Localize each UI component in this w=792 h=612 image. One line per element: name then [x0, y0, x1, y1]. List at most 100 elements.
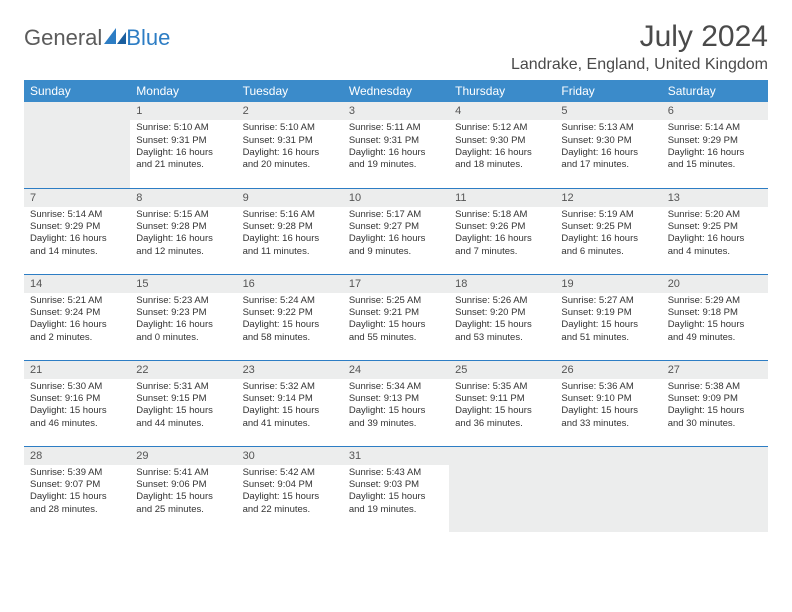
daylight-text: Daylight: 16 hours and 2 minutes. [30, 319, 124, 344]
daylight-text: Daylight: 16 hours and 21 minutes. [136, 147, 230, 172]
day-number: 13 [662, 189, 768, 207]
sunset-text: Sunset: 9:31 PM [243, 135, 337, 147]
sunrise-text: Sunrise: 5:21 AM [30, 295, 124, 307]
sunrise-text: Sunrise: 5:10 AM [243, 122, 337, 134]
sunset-text: Sunset: 9:26 PM [455, 221, 549, 233]
daylight-text: Daylight: 15 hours and 33 minutes. [561, 405, 655, 430]
daylight-text: Daylight: 15 hours and 19 minutes. [349, 491, 443, 516]
sunrise-text: Sunrise: 5:38 AM [668, 381, 762, 393]
calendar-day-cell: 14Sunrise: 5:21 AMSunset: 9:24 PMDayligh… [24, 274, 130, 360]
sunset-text: Sunset: 9:10 PM [561, 393, 655, 405]
sunset-text: Sunset: 9:22 PM [243, 307, 337, 319]
calendar-day-cell: 16Sunrise: 5:24 AMSunset: 9:22 PMDayligh… [237, 274, 343, 360]
calendar-body: 1Sunrise: 5:10 AMSunset: 9:31 PMDaylight… [24, 102, 768, 532]
sunrise-text: Sunrise: 5:27 AM [561, 295, 655, 307]
weekday-header: Friday [555, 80, 661, 102]
sunset-text: Sunset: 9:29 PM [30, 221, 124, 233]
calendar-day-cell: 24Sunrise: 5:34 AMSunset: 9:13 PMDayligh… [343, 360, 449, 446]
sunrise-text: Sunrise: 5:19 AM [561, 209, 655, 221]
daylight-text: Daylight: 16 hours and 7 minutes. [455, 233, 549, 258]
daylight-text: Daylight: 16 hours and 6 minutes. [561, 233, 655, 258]
day-number: 10 [343, 189, 449, 207]
weekday-header: Wednesday [343, 80, 449, 102]
sunrise-text: Sunrise: 5:20 AM [668, 209, 762, 221]
day-number: 7 [24, 189, 130, 207]
weekday-header: Thursday [449, 80, 555, 102]
sunset-text: Sunset: 9:25 PM [561, 221, 655, 233]
sunrise-text: Sunrise: 5:14 AM [668, 122, 762, 134]
day-number: 28 [24, 447, 130, 465]
calendar-day-cell: 11Sunrise: 5:18 AMSunset: 9:26 PMDayligh… [449, 188, 555, 274]
calendar-day-cell: 13Sunrise: 5:20 AMSunset: 9:25 PMDayligh… [662, 188, 768, 274]
calendar-day-cell: 22Sunrise: 5:31 AMSunset: 9:15 PMDayligh… [130, 360, 236, 446]
sunset-text: Sunset: 9:23 PM [136, 307, 230, 319]
day-number: 6 [662, 102, 768, 120]
sunset-text: Sunset: 9:28 PM [243, 221, 337, 233]
sunset-text: Sunset: 9:21 PM [349, 307, 443, 319]
calendar-day-cell: 19Sunrise: 5:27 AMSunset: 9:19 PMDayligh… [555, 274, 661, 360]
sunset-text: Sunset: 9:30 PM [455, 135, 549, 147]
day-number: 30 [237, 447, 343, 465]
calendar-day-cell: 6Sunrise: 5:14 AMSunset: 9:29 PMDaylight… [662, 102, 768, 188]
sunrise-text: Sunrise: 5:43 AM [349, 467, 443, 479]
sunrise-text: Sunrise: 5:10 AM [136, 122, 230, 134]
sunrise-text: Sunrise: 5:42 AM [243, 467, 337, 479]
day-number: 5 [555, 102, 661, 120]
daylight-text: Daylight: 15 hours and 58 minutes. [243, 319, 337, 344]
header: General Blue July 2024 Landrake, England… [24, 20, 768, 74]
calendar-week-row: 28Sunrise: 5:39 AMSunset: 9:07 PMDayligh… [24, 446, 768, 532]
calendar-empty-cell [24, 102, 130, 188]
day-number: 22 [130, 361, 236, 379]
day-number: 27 [662, 361, 768, 379]
weekday-header: Saturday [662, 80, 768, 102]
calendar-day-cell: 5Sunrise: 5:13 AMSunset: 9:30 PMDaylight… [555, 102, 661, 188]
calendar-day-cell: 23Sunrise: 5:32 AMSunset: 9:14 PMDayligh… [237, 360, 343, 446]
day-number: 16 [237, 275, 343, 293]
calendar-day-cell: 18Sunrise: 5:26 AMSunset: 9:20 PMDayligh… [449, 274, 555, 360]
daylight-text: Daylight: 15 hours and 53 minutes. [455, 319, 549, 344]
sunrise-text: Sunrise: 5:14 AM [30, 209, 124, 221]
calendar-empty-cell [662, 446, 768, 532]
sunset-text: Sunset: 9:29 PM [668, 135, 762, 147]
sunset-text: Sunset: 9:13 PM [349, 393, 443, 405]
day-number: 3 [343, 102, 449, 120]
day-number: 8 [130, 189, 236, 207]
day-number: 31 [343, 447, 449, 465]
brand-text-blue: Blue [126, 25, 170, 51]
calendar-day-cell: 26Sunrise: 5:36 AMSunset: 9:10 PMDayligh… [555, 360, 661, 446]
daylight-text: Daylight: 16 hours and 0 minutes. [136, 319, 230, 344]
calendar-day-cell: 25Sunrise: 5:35 AMSunset: 9:11 PMDayligh… [449, 360, 555, 446]
brand-logo: General Blue [24, 24, 170, 52]
sunrise-text: Sunrise: 5:17 AM [349, 209, 443, 221]
day-number: 20 [662, 275, 768, 293]
sunset-text: Sunset: 9:27 PM [349, 221, 443, 233]
day-number: 9 [237, 189, 343, 207]
daylight-text: Daylight: 16 hours and 19 minutes. [349, 147, 443, 172]
sunrise-text: Sunrise: 5:26 AM [455, 295, 549, 307]
calendar-day-cell: 9Sunrise: 5:16 AMSunset: 9:28 PMDaylight… [237, 188, 343, 274]
daylight-text: Daylight: 16 hours and 9 minutes. [349, 233, 443, 258]
daylight-text: Daylight: 15 hours and 25 minutes. [136, 491, 230, 516]
daylight-text: Daylight: 15 hours and 36 minutes. [455, 405, 549, 430]
calendar-day-cell: 7Sunrise: 5:14 AMSunset: 9:29 PMDaylight… [24, 188, 130, 274]
weekday-header-row: Sunday Monday Tuesday Wednesday Thursday… [24, 80, 768, 102]
calendar-week-row: 7 Sunrise: 5:14 AMSunset: 9:29 PM Daylight… [24, 188, 768, 274]
sunrise-text: Sunrise: 5:16 AM [243, 209, 337, 221]
calendar-day-cell: 21Sunrise: 5:30 AMSunset: 9:16 PMDayligh… [24, 360, 130, 446]
daylight-text: Daylight: 16 hours and 18 minutes. [455, 147, 549, 172]
day-number: 26 [555, 361, 661, 379]
daylight-text: Daylight: 15 hours and 49 minutes. [668, 319, 762, 344]
daylight-text: Daylight: 16 hours and 20 minutes. [243, 147, 337, 172]
location-text: Landrake, England, United Kingdom [511, 56, 768, 74]
daylight-text: Daylight: 15 hours and 39 minutes. [349, 405, 443, 430]
sunset-text: Sunset: 9:30 PM [561, 135, 655, 147]
day-number: 11 [449, 189, 555, 207]
calendar-day-cell: 31Sunrise: 5:43 AMSunset: 9:03 PMDayligh… [343, 446, 449, 532]
calendar-day-cell: 8Sunrise: 5:15 AMSunset: 9:28 PMDaylight… [130, 188, 236, 274]
sunset-text: Sunset: 9:04 PM [243, 479, 337, 491]
sunrise-text: Sunrise: 5:29 AM [668, 295, 762, 307]
day-number: 29 [130, 447, 236, 465]
calendar-day-cell: 30Sunrise: 5:42 AMSunset: 9:04 PMDayligh… [237, 446, 343, 532]
daylight-text: Daylight: 15 hours and 44 minutes. [136, 405, 230, 430]
day-number: 21 [24, 361, 130, 379]
